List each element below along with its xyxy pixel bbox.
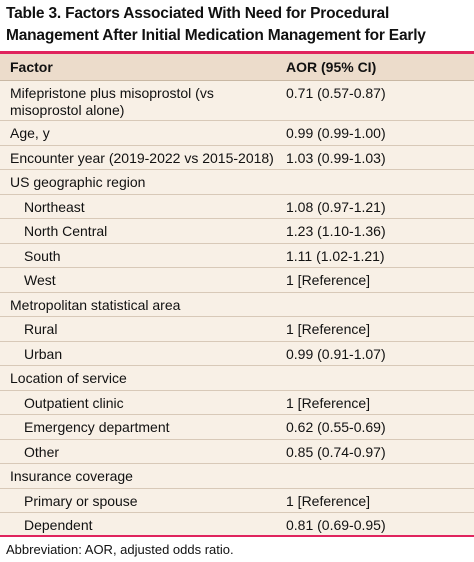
table-row: Dependent 0.81 (0.69-0.95) [0,513,474,537]
table-row: Outpatient clinic 1 [Reference] [0,391,474,415]
factor-cell: Other [24,443,60,460]
factor-cell: Age, y [10,125,50,141]
aor-cell: 1.08 (0.97-1.21) [286,198,386,215]
aor-cell: 0.71 (0.57-0.87) [286,85,386,101]
aor-cell: 1 [Reference] [286,321,371,337]
aor-cell: 0.85 (0.74-0.97) [286,443,386,460]
table-row: Primary or spouse 1 [Reference] [0,489,474,513]
factor-cell: West [24,272,56,288]
aor-cell: 0.99 (0.99-1.00) [286,125,386,141]
factor-cell: Metropolitan statistical area [10,296,181,313]
aor-cell: 1.23 (1.10-1.36) [286,223,386,239]
factor-cell: Rural [24,321,58,337]
factor-cell: Encounter year (2019-2022 vs 2015-2018) [10,149,274,166]
aor-cell: 1 [Reference] [286,492,371,509]
table-row: US geographic region [0,170,474,195]
aor-cell: 0.99 (0.91-1.07) [286,345,386,362]
aor-cell: 1.11 (1.02-1.21) [286,247,385,264]
factor-cell: US geographic region [10,174,146,190]
factor-cell: Insurance coverage [10,468,133,484]
factor-cell: Primary or spouse [24,492,138,509]
header-aor: AOR (95% CI) [286,59,377,75]
factor-cell: Outpatient clinic [24,394,124,411]
table-header: Factor AOR (95% CI) [0,54,474,81]
factor-cell: Emergency department [24,419,170,435]
table-row: Insurance coverage [0,464,474,489]
aor-cell: 1 [Reference] [286,394,371,411]
table-row: Age, y 0.99 (0.99-1.00) [0,121,474,146]
table-body: Mifepristone plus misoprostol (vs misopr… [0,81,474,537]
factor-cell: South [24,247,61,264]
table-row: West 1 [Reference] [0,268,474,293]
table-row: Urban 0.99 (0.91-1.07) [0,342,474,366]
table-row: Emergency department 0.62 (0.55-0.69) [0,415,474,440]
factor-cell: Location of service [10,370,127,386]
header-factor: Factor [10,59,53,75]
aor-cell: 1.03 (0.99-1.03) [286,149,386,166]
table-row: Location of service [0,366,474,391]
table-row: Encounter year (2019-2022 vs 2015-2018) 1… [0,146,474,170]
top-rule [0,51,474,54]
table-row: Rural 1 [Reference] [0,317,474,342]
factor-cell: North Central [24,223,108,239]
table-row: Other 0.85 (0.74-0.97) [0,440,474,464]
aor-cell: 0.81 (0.69-0.95) [286,517,386,533]
table-row: South 1.11 (1.02-1.21) [0,244,474,268]
table-row: Metropolitan statistical area [0,293,474,317]
data-table: Factor AOR (95% CI) Mifepristone plus mi… [0,54,474,537]
factor-cell: Urban [24,345,63,362]
factor-cell: Northeast [24,198,85,215]
aor-cell: 0.62 (0.55-0.69) [286,419,386,435]
factor-cell: Dependent [24,517,93,533]
table-row: Mifepristone plus misoprostol (vs misopr… [0,81,474,121]
footnote: Abbreviation: AOR, adjusted odds ratio. [6,542,234,557]
table-row: Northeast 1.08 (0.97-1.21) [0,195,474,219]
factor-cell: Mifepristone plus misoprostol (vs misopr… [10,85,214,118]
table-row: North Central 1.23 (1.10-1.36) [0,219,474,244]
bottom-rule [0,535,474,537]
aor-cell: 1 [Reference] [286,272,371,288]
